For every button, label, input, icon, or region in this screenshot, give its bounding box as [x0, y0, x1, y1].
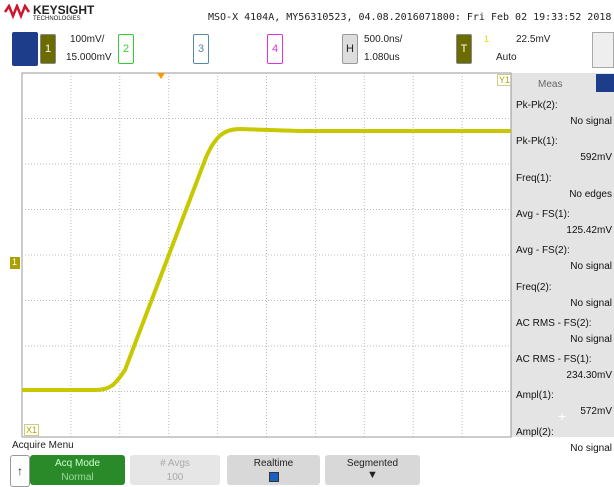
- trigger-box[interactable]: T: [456, 34, 472, 64]
- measurement-label: AC RMS - FS(2):: [516, 317, 592, 329]
- segmented-button[interactable]: Segmented ▼: [325, 455, 420, 485]
- waveform: [22, 126, 511, 392]
- button-label: Realtime: [253, 458, 294, 469]
- button-label: Segmented: [346, 458, 399, 469]
- measurement-value: 572mV: [580, 406, 612, 418]
- measurement-value: 234.30mV: [566, 370, 612, 382]
- checkbox: [268, 472, 279, 482]
- button-label: Acq Mode: [54, 458, 101, 469]
- menu-button[interactable]: [12, 32, 38, 66]
- channel-3-box[interactable]: 3: [193, 34, 209, 64]
- button-value: 100: [166, 472, 184, 483]
- channel-1-scale: 100mV/: [70, 34, 105, 45]
- acq-mode-button[interactable]: Acq Mode Normal: [30, 455, 125, 485]
- logo-icon: [4, 4, 30, 20]
- measurement-value: No edges: [569, 188, 612, 200]
- x1-marker: X1: [24, 424, 40, 436]
- measurement-value: No signal: [570, 297, 612, 309]
- channel-2-box[interactable]: 2: [118, 34, 134, 64]
- measurement-label: Ampl(2):: [516, 426, 554, 438]
- channel-1-offset: 15.000mV: [66, 52, 112, 63]
- add-measurement[interactable]: +: [558, 408, 567, 424]
- ground-marker: 1: [12, 257, 18, 267]
- ground-marker-box: [10, 257, 20, 269]
- display-icon[interactable]: [592, 32, 614, 68]
- panel-button[interactable]: [596, 74, 614, 92]
- measurement-value: No signal: [570, 333, 612, 345]
- horizontal-box[interactable]: H: [342, 34, 358, 64]
- avgs-button[interactable]: # Avgs 100: [130, 455, 220, 485]
- trigger-level: 22.5mV: [516, 34, 551, 45]
- channel-4-box[interactable]: 4: [267, 34, 283, 64]
- measurement-label: AC RMS - FS(1):: [516, 354, 592, 366]
- measurement-title: Meas: [538, 79, 563, 90]
- arrow: ▼: [367, 469, 378, 481]
- brand-sub: TECHNOLOGIES: [33, 16, 81, 22]
- waveform-area: [10, 72, 512, 438]
- measurement-value: No signal: [570, 442, 612, 454]
- measurement-label: Pk-Pk(2):: [516, 100, 558, 111]
- button-label: # Avgs: [160, 458, 190, 469]
- trigger-position-marker: [157, 73, 165, 79]
- measurement-label: Avg - FS(1):: [516, 208, 570, 220]
- measurement-label: Pk-Pk(1):: [516, 136, 558, 148]
- menu-title: Acquire Menu: [12, 440, 74, 451]
- measurement-value: No signal: [570, 261, 612, 273]
- horizontal-delay: 1.080us: [364, 52, 400, 63]
- measurement-label: Freq(2):: [516, 281, 552, 293]
- measurement-label: Ampl(1):: [516, 390, 554, 402]
- back-button[interactable]: ↑: [10, 455, 30, 487]
- trigger-source: 1: [484, 34, 490, 44]
- realtime-button[interactable]: Realtime: [227, 455, 320, 485]
- trigger-mode: Auto: [496, 52, 517, 63]
- measurement-label: Avg - FS(2):: [516, 245, 570, 257]
- horizontal-scale: 500.0ns/: [364, 34, 403, 45]
- y1-marker: Y1: [497, 74, 513, 86]
- button-value: Normal: [61, 472, 94, 483]
- instrument-info: MSO-X 4104A, MY56310523, 04.08.201607180…: [208, 12, 612, 23]
- brand: KEYSIGHT: [33, 3, 95, 17]
- measurement-value: No signal: [570, 116, 612, 127]
- measurement-label: Freq(1):: [516, 172, 552, 184]
- channel-1-box[interactable]: 1: [40, 34, 56, 64]
- measurement-panel: [511, 73, 614, 437]
- measurement-value: 125.42mV: [566, 224, 612, 236]
- measurement-value: 592mV: [580, 152, 612, 164]
